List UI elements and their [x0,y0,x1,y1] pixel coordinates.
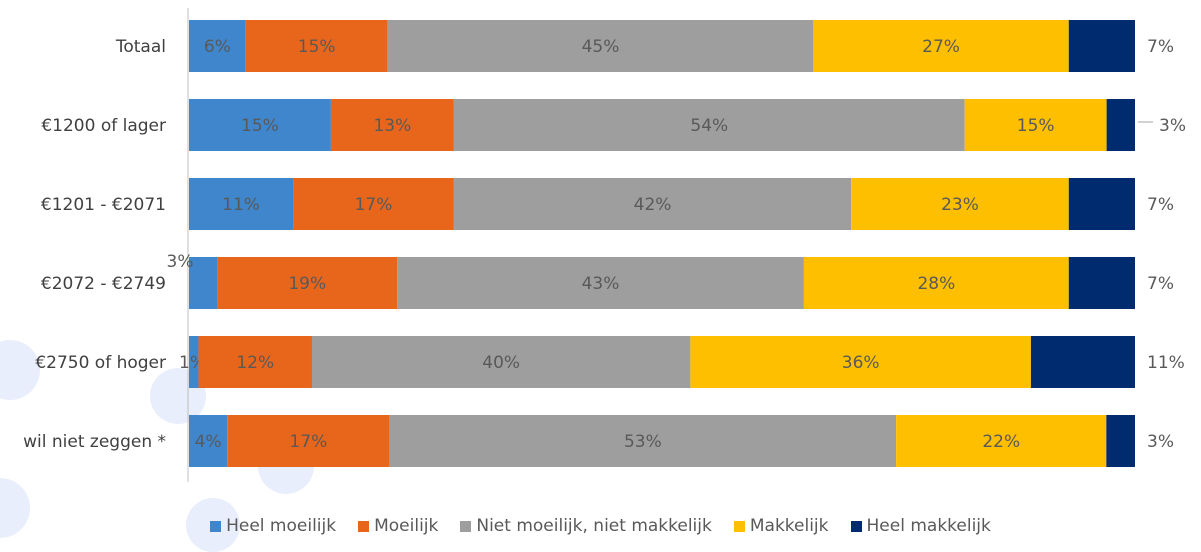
bar-segment [453,178,852,230]
legend: Heel moeilijk Moeilijk Niet moeilijk, niet… [0,516,1201,536]
bar-segment [851,178,1069,230]
bar-segment [189,415,228,467]
bar-segment [1068,20,1135,72]
data-label: 11% [222,195,260,215]
category-label: €1201 - €2071 [41,195,166,215]
bar-segment [245,20,388,72]
data-label: 6% [204,37,231,57]
bar-segment [453,99,965,151]
legend-label: Heel makkelijk [866,516,991,536]
bar-segment [189,178,294,230]
legend-item: Makkelijk [733,516,829,536]
data-label: 36% [842,353,880,373]
bar-segment [198,336,312,388]
bar-segment [964,99,1107,151]
bar-segment [189,336,199,388]
bar-segment [1106,415,1135,467]
category-label: Totaal [115,37,166,57]
legend-item: Heel makkelijk [850,516,991,536]
category-label: €2072 - €2749 [41,274,166,294]
category-label: wil niet zeggen * [23,432,166,452]
data-label: 15% [241,116,279,136]
data-label: 4% [195,432,222,452]
data-label: 54% [690,116,728,136]
data-label: 15% [1017,116,1055,136]
bar-segment [813,20,1069,72]
data-label: 19% [288,274,326,294]
legend-swatch [460,520,472,532]
bar-segment [397,257,804,309]
legend-item: Moeilijk [358,516,438,536]
legend-item: Heel moeilijk [210,516,336,536]
data-label: 15% [298,37,336,57]
data-label: 7% [1147,37,1174,57]
bar-segment [293,178,454,230]
data-label: 27% [922,37,960,57]
legend-swatch [850,520,862,532]
bar-segment [896,415,1107,467]
data-label: 3% [1147,432,1174,452]
bar-segment [387,20,814,72]
data-label: 13% [373,116,411,136]
data-label: 22% [982,432,1020,452]
legend-label: Heel moeilijk [226,516,337,536]
data-label: 17% [290,432,328,452]
data-label: 12% [236,353,274,373]
data-label: 11% [1147,353,1185,373]
data-label: 28% [917,274,955,294]
data-label: 23% [941,195,979,215]
bar-segment [389,415,897,467]
bar-segment [189,20,246,72]
data-label: 40% [482,353,520,373]
legend-label: Makkelijk [749,516,829,536]
legend-label: Moeilijk [374,516,439,536]
data-label: 17% [355,195,393,215]
bar-segment [1068,257,1135,309]
legend-item: Niet moeilijk, niet makkelijk [460,516,712,536]
bar-segment [1030,336,1135,388]
category-label: €2750 of hoger [35,353,166,373]
bar-segment [189,257,218,309]
bar-segment [189,99,331,151]
legend-label: Niet moeilijk, niet makkelijk [476,516,712,536]
bar-segment [227,415,390,467]
data-label: 43% [582,274,620,294]
bar-segment [1068,178,1135,230]
data-label: 42% [634,195,672,215]
data-label: 45% [582,37,620,57]
data-label: 7% [1147,195,1174,215]
legend-swatch [210,520,222,532]
data-label: 3% [1159,116,1186,136]
bar-segment [217,257,398,309]
bar-segment [690,336,1031,388]
data-label: 7% [1147,274,1174,294]
bar-segment [1106,99,1135,151]
category-label: €1200 of lager [41,116,166,136]
bar-segment [330,99,454,151]
data-label: 53% [624,432,662,452]
legend-swatch [733,520,745,532]
data-label: 3% [167,252,194,272]
legend-swatch [358,520,370,532]
bar-segment [311,336,691,388]
bar-segment [803,257,1069,309]
